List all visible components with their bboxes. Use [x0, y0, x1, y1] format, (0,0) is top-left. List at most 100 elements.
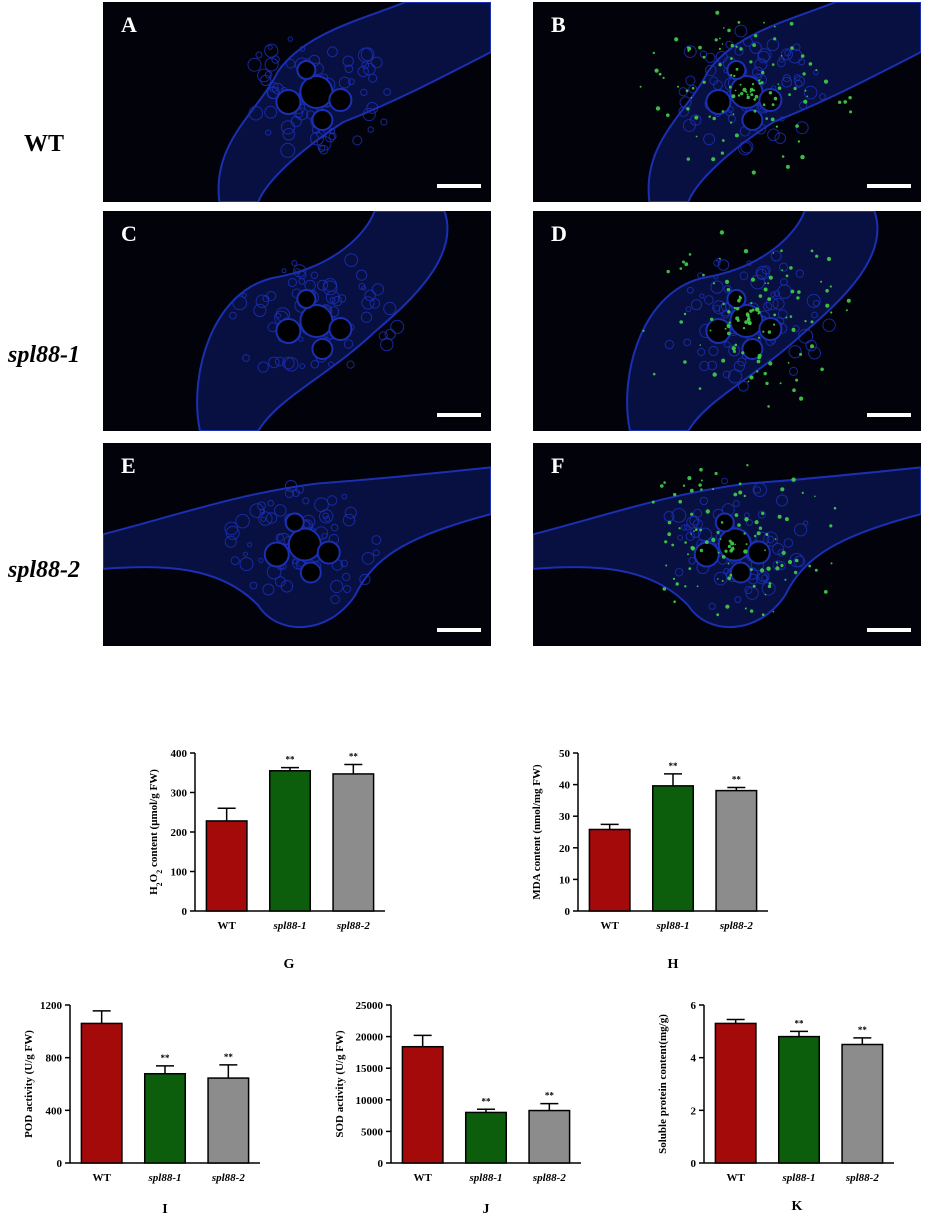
y-tick-label: 0 — [691, 1158, 697, 1170]
category-label: spl88-1 — [273, 920, 307, 932]
y-tick-label: 20000 — [356, 1032, 384, 1044]
bar — [268, 770, 312, 912]
panel-letter-a: A — [121, 12, 137, 37]
y-tick-label: 400 — [171, 748, 188, 760]
y-tick-label: 0 — [182, 906, 188, 918]
significance-mark: ** — [795, 1018, 805, 1028]
panel-letter-e: E — [121, 453, 136, 478]
category-label: spl88-1 — [469, 1172, 503, 1184]
bar — [715, 789, 758, 912]
significance-mark: ** — [286, 755, 296, 765]
tissue-section — [626, 211, 879, 431]
category-label: spl88-1 — [148, 1172, 182, 1184]
category-label: spl88-1 — [656, 920, 690, 932]
bar — [588, 828, 631, 912]
y-tick-label: 10000 — [356, 1095, 384, 1107]
y-tick-label: 0 — [57, 1158, 63, 1170]
y-axis-label: POD activity (U/g FW) — [23, 1030, 35, 1138]
y-tick-label: 6 — [691, 1000, 697, 1012]
y-tick-label: 40 — [559, 780, 571, 792]
category-label: spl88-2 — [845, 1172, 880, 1184]
bar — [332, 773, 375, 912]
tissue-section — [103, 466, 491, 628]
y-axis-label: Soluble protein content(mg/g) — [657, 1014, 669, 1154]
category-label: WT — [726, 1172, 745, 1184]
y-tick-label: 10 — [559, 874, 571, 886]
category-label: WT — [92, 1172, 111, 1184]
significance-mark: ** — [732, 774, 742, 784]
bar — [777, 1035, 821, 1164]
y-tick-label: 4 — [691, 1053, 697, 1065]
y-tick-label: 20 — [559, 843, 571, 855]
panel-letter-b: B — [551, 12, 566, 37]
y-tick-label: 1200 — [40, 1000, 63, 1012]
tissue-section — [196, 211, 449, 431]
bar — [714, 1022, 757, 1164]
chart-letter-g: G — [283, 957, 295, 972]
scale-bar — [867, 184, 911, 188]
y-axis-label: MDA content (nmol/mg FW) — [531, 764, 543, 900]
y-tick-label: 800 — [46, 1053, 63, 1065]
scale-bar — [437, 184, 481, 188]
panel-letter-f: F — [551, 453, 565, 478]
category-label: spl88-2 — [719, 920, 754, 932]
bar — [207, 1077, 250, 1164]
y-tick-label: 100 — [171, 867, 188, 879]
micrograph-panel-d: D — [533, 211, 921, 431]
y-tick-label: 5000 — [361, 1126, 384, 1138]
micrograph-panel-e: E — [103, 443, 491, 646]
category-label: WT — [600, 920, 619, 932]
row-label-spl88-2: spl88-2 — [8, 557, 80, 583]
panel-letter-d: D — [551, 221, 567, 246]
y-tick-label: 0 — [378, 1158, 384, 1170]
tissue-section — [217, 2, 491, 202]
category-label: WT — [413, 1172, 432, 1184]
bar — [80, 1022, 123, 1164]
y-tick-label: 0 — [565, 906, 571, 918]
micrograph-panel-c: C — [103, 211, 491, 431]
significance-mark: ** — [482, 1096, 492, 1106]
significance-mark: ** — [224, 1052, 234, 1062]
significance-mark: ** — [349, 751, 359, 761]
category-label: spl88-1 — [782, 1172, 816, 1184]
micrograph-panel-a: A — [103, 2, 491, 202]
row-label-spl88-1: spl88-1 — [8, 342, 80, 368]
category-label: WT — [217, 920, 236, 932]
scale-bar — [437, 413, 481, 417]
y-tick-label: 2 — [691, 1105, 697, 1117]
y-axis-label: H2O2 content (μmol/g FW) — [148, 769, 164, 895]
y-tick-label: 25000 — [356, 1000, 384, 1012]
tissue-section — [639, 2, 921, 202]
category-label: spl88-2 — [211, 1172, 246, 1184]
y-tick-label: 400 — [46, 1105, 63, 1117]
y-tick-label: 30 — [559, 811, 571, 823]
scale-bar — [867, 413, 911, 417]
chart-letter-k: K — [791, 1199, 803, 1214]
y-tick-label: 15000 — [356, 1063, 384, 1075]
scale-bar — [867, 628, 911, 632]
y-tick-label: 50 — [559, 748, 571, 760]
y-tick-label: 200 — [171, 827, 188, 839]
y-tick-label: 300 — [171, 788, 188, 800]
panel-letter-c: C — [121, 221, 137, 246]
category-label: spl88-2 — [336, 920, 371, 932]
bar — [205, 820, 248, 912]
chart-letter-h: H — [667, 957, 679, 972]
significance-mark: ** — [858, 1025, 868, 1035]
micrograph-panel-f: F — [533, 443, 921, 646]
y-axis-label: SOD activity (U/g FW) — [334, 1030, 346, 1138]
row-label-wt: WT — [24, 131, 65, 157]
chart-letter-i: I — [162, 1202, 168, 1217]
category-label: spl88-2 — [532, 1172, 567, 1184]
scale-bar — [437, 628, 481, 632]
significance-mark: ** — [545, 1091, 555, 1101]
bar — [401, 1045, 444, 1164]
micrograph-panel-b: B — [533, 2, 921, 202]
significance-mark: ** — [161, 1053, 171, 1063]
tissue-section — [533, 464, 921, 628]
